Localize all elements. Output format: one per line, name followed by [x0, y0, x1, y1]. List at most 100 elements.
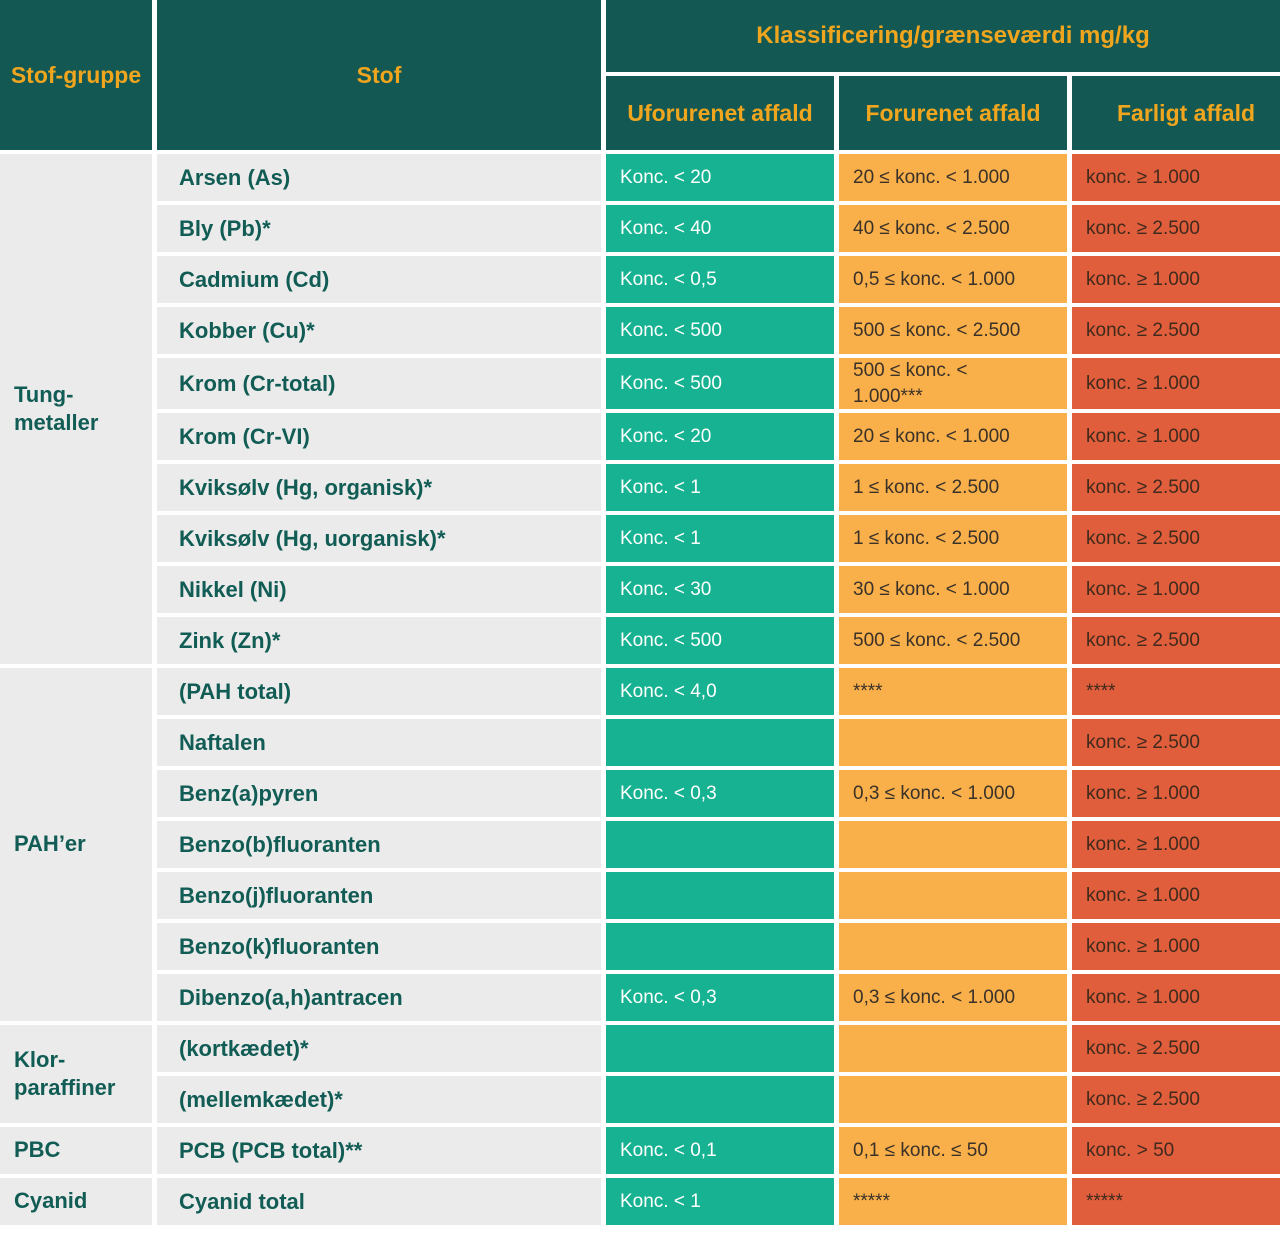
value-cell-uforurenet: Konc. < 0,3	[606, 770, 834, 818]
substance-label: Kviksølv (Hg, uorganisk)*	[157, 515, 601, 563]
table-row: Zink (Zn)* Konc. < 500 500 ≤ konc. < 2.500…	[0, 617, 1280, 665]
value-cell-uforurenet: Konc. < 4,0	[606, 668, 834, 716]
substance-label: Arsen (As)	[157, 154, 601, 201]
value-cell-uforurenet: Konc. < 500	[606, 307, 834, 354]
value-cell-uforurenet: Konc. < 20	[606, 154, 834, 201]
value-cell-forurenet: 1 ≤ konc. < 2.500	[839, 515, 1067, 563]
value-cell-uforurenet: Konc. < 500	[606, 358, 834, 410]
value-cell-farligt: *****	[1072, 1178, 1280, 1226]
group-label: PBC	[0, 1127, 152, 1175]
substance-label: Benz(a)pyren	[157, 770, 601, 818]
table-row: Cyanid Cyanid total Konc. < 1 ***** *****	[0, 1178, 1280, 1226]
value-cell-forurenet	[839, 872, 1067, 920]
value-cell-forurenet: 500 ≤ konc. < 2.500	[839, 307, 1067, 354]
value-cell-farligt: konc. ≥ 1.000	[1072, 821, 1280, 869]
value-cell-uforurenet: Konc. < 0,1	[606, 1127, 834, 1175]
value-cell-forurenet	[839, 1076, 1067, 1124]
value-cell-forurenet: 0,5 ≤ konc. < 1.000	[839, 256, 1067, 303]
value-cell-farligt: konc. ≥ 2.500	[1072, 205, 1280, 252]
table-row: PAH’er (PAH total) Konc. < 4,0 **** ****	[0, 668, 1280, 1022]
group-label: PAH’er	[0, 668, 152, 1022]
value-cell-farligt: konc. ≥ 1.000	[1072, 974, 1280, 1022]
value-cell-farligt: konc. ≥ 2.500	[1072, 719, 1280, 767]
value-cell-forurenet: 30 ≤ konc. < 1.000	[839, 566, 1067, 614]
substance-label: (kortkædet)*	[157, 1025, 601, 1073]
value-cell-forurenet	[839, 923, 1067, 971]
value-cell-uforurenet	[606, 872, 834, 920]
value-cell-forurenet: 500 ≤ konc. < 1.000***	[839, 358, 1067, 410]
value-cell-uforurenet	[606, 821, 834, 869]
column-header-farligt: Farligt affald	[1072, 76, 1280, 150]
column-header-stof: Stof	[157, 0, 601, 150]
substance-label: Nikkel (Ni)	[157, 566, 601, 614]
table-row: Benzo(j)fluoranten konc. ≥ 1.000	[0, 872, 1280, 920]
table-row: Bly (Pb)* Konc. < 40 40 ≤ konc. < 2.500 kon…	[0, 205, 1280, 252]
table-row: Klor- paraffiner (kortkædet)* konc. ≥ 2.50…	[0, 1025, 1280, 1124]
table-row: Tung- metaller Arsen (As) Konc. < 20 20 ≤ k…	[0, 154, 1280, 665]
table-row: Naftalen konc. ≥ 2.500	[0, 719, 1280, 767]
substance-label: Benzo(j)fluoranten	[157, 872, 601, 920]
value-cell-farligt: konc. ≥ 1.000	[1072, 923, 1280, 971]
substance-label: Dibenzo(a,h)antracen	[157, 974, 601, 1022]
value-cell-uforurenet: Konc. < 30	[606, 566, 834, 614]
value-cell-forurenet: 0,1 ≤ konc. ≤ 50	[839, 1127, 1067, 1175]
table-row: Kobber (Cu)* Konc. < 500 500 ≤ konc. < 2.5…	[0, 307, 1280, 354]
value-cell-forurenet: *****	[839, 1178, 1067, 1226]
value-cell-farligt: konc. ≥ 1.000	[1072, 413, 1280, 461]
value-cell-farligt: konc. ≥ 1.000	[1072, 872, 1280, 920]
substance-label: Kviksølv (Hg, organisk)*	[157, 464, 601, 512]
value-cell-forurenet: ****	[839, 668, 1067, 716]
value-cell-farligt: konc. > 50	[1072, 1127, 1280, 1175]
substance-label: (PAH total)	[157, 668, 601, 716]
value-cell-farligt: konc. ≥ 1.000	[1072, 154, 1280, 201]
value-cell-uforurenet: Konc. < 0,3	[606, 974, 834, 1022]
substance-label: (mellemkædet)*	[157, 1076, 601, 1124]
value-cell-uforurenet: Konc. < 500	[606, 617, 834, 665]
value-cell-forurenet	[839, 821, 1067, 869]
substance-label: PCB (PCB total)**	[157, 1127, 601, 1175]
table-row: Benz(a)pyren Konc. < 0,3 0,3 ≤ konc. < 1.0…	[0, 770, 1280, 818]
header-row-sub: Uforurenet affald Forurenet affald Farli…	[0, 76, 1280, 150]
value-cell-farligt: konc. ≥ 2.500	[1072, 617, 1280, 665]
value-cell-uforurenet	[606, 923, 834, 971]
value-cell-uforurenet: Konc. < 40	[606, 205, 834, 252]
value-cell-uforurenet	[606, 1025, 834, 1073]
table-row: Dibenzo(a,h)antracen Konc. < 0,3 0,3 ≤ kon…	[0, 974, 1280, 1022]
value-cell-uforurenet: Konc. < 1	[606, 515, 834, 563]
table-row: (mellemkædet)* konc. ≥ 2.500	[0, 1076, 1280, 1124]
group-label: Cyanid	[0, 1178, 152, 1226]
substance-label: Kobber (Cu)*	[157, 307, 601, 354]
value-cell-farligt: konc. ≥ 2.500	[1072, 515, 1280, 563]
value-cell-farligt: konc. ≥ 1.000	[1072, 770, 1280, 818]
group-label: Klor- paraffiner	[0, 1025, 152, 1124]
value-cell-farligt: konc. ≥ 2.500	[1072, 464, 1280, 512]
table-row: Nikkel (Ni) Konc. < 30 30 ≤ konc. < 1.000 k…	[0, 566, 1280, 614]
value-cell-forurenet	[839, 719, 1067, 767]
substance-label: Krom (Cr-VI)	[157, 413, 601, 461]
value-cell-farligt: konc. ≥ 2.500	[1072, 1076, 1280, 1124]
value-cell-forurenet: 0,3 ≤ konc. < 1.000	[839, 770, 1067, 818]
substance-label: Naftalen	[157, 719, 601, 767]
value-cell-farligt: konc. ≥ 2.500	[1072, 1025, 1280, 1073]
column-header-forurenet: Forurenet affald	[839, 76, 1067, 150]
value-cell-uforurenet: Konc. < 0,5	[606, 256, 834, 303]
substance-label: Bly (Pb)*	[157, 205, 601, 252]
substance-label: Benzo(k)fluoranten	[157, 923, 601, 971]
value-cell-farligt: konc. ≥ 1.000	[1072, 566, 1280, 614]
table-row: Cadmium (Cd) Konc. < 0,5 0,5 ≤ konc. < 1.0…	[0, 256, 1280, 303]
value-cell-forurenet	[839, 1025, 1067, 1073]
value-cell-farligt: konc. ≥ 2.500	[1072, 307, 1280, 354]
value-cell-uforurenet	[606, 1076, 834, 1124]
value-cell-forurenet: 20 ≤ konc. < 1.000	[839, 413, 1067, 461]
value-cell-forurenet: 1 ≤ konc. < 2.500	[839, 464, 1067, 512]
value-cell-forurenet: 0,3 ≤ konc. < 1.000	[839, 974, 1067, 1022]
table-row: PBC PCB (PCB total)** Konc. < 0,1 0,1 ≤ kon…	[0, 1127, 1280, 1175]
table-row: Benzo(b)fluoranten konc. ≥ 1.000	[0, 821, 1280, 869]
column-header-classification: Klassificering/grænseværdi mg/kg	[606, 0, 1280, 72]
value-cell-uforurenet: Konc. < 1	[606, 1178, 834, 1226]
value-cell-farligt: konc. ≥ 1.000	[1072, 358, 1280, 410]
value-cell-forurenet: 500 ≤ konc. < 2.500	[839, 617, 1067, 665]
